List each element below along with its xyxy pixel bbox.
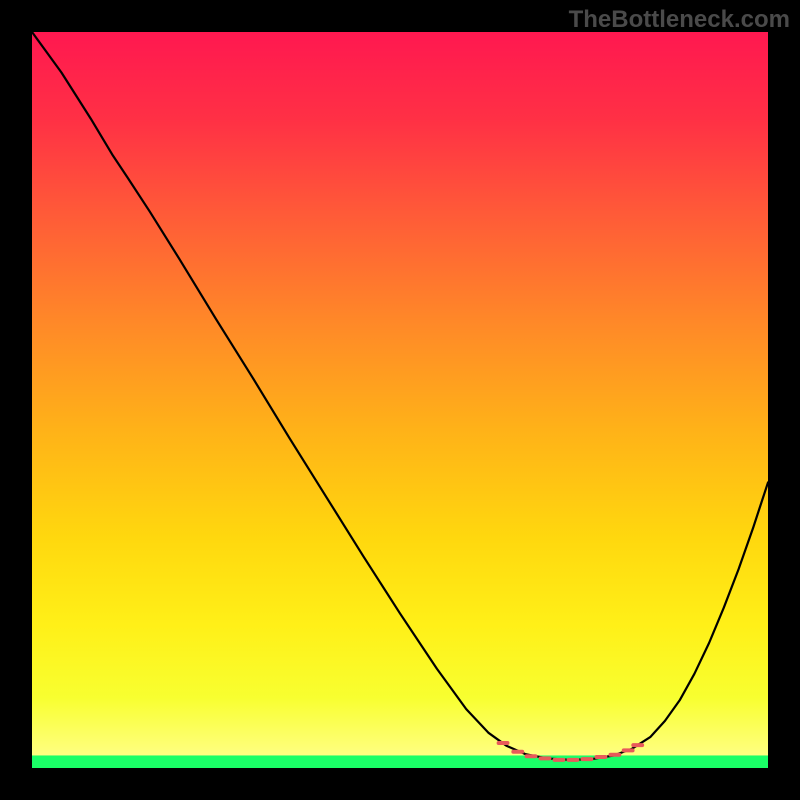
- plot-svg: [32, 32, 768, 768]
- gradient-background: [32, 32, 768, 755]
- chart-area: [32, 32, 768, 768]
- watermark-text: TheBottleneck.com: [569, 6, 790, 34]
- bottom-band: [32, 755, 768, 768]
- chart-container: TheBottleneck.com: [0, 0, 800, 800]
